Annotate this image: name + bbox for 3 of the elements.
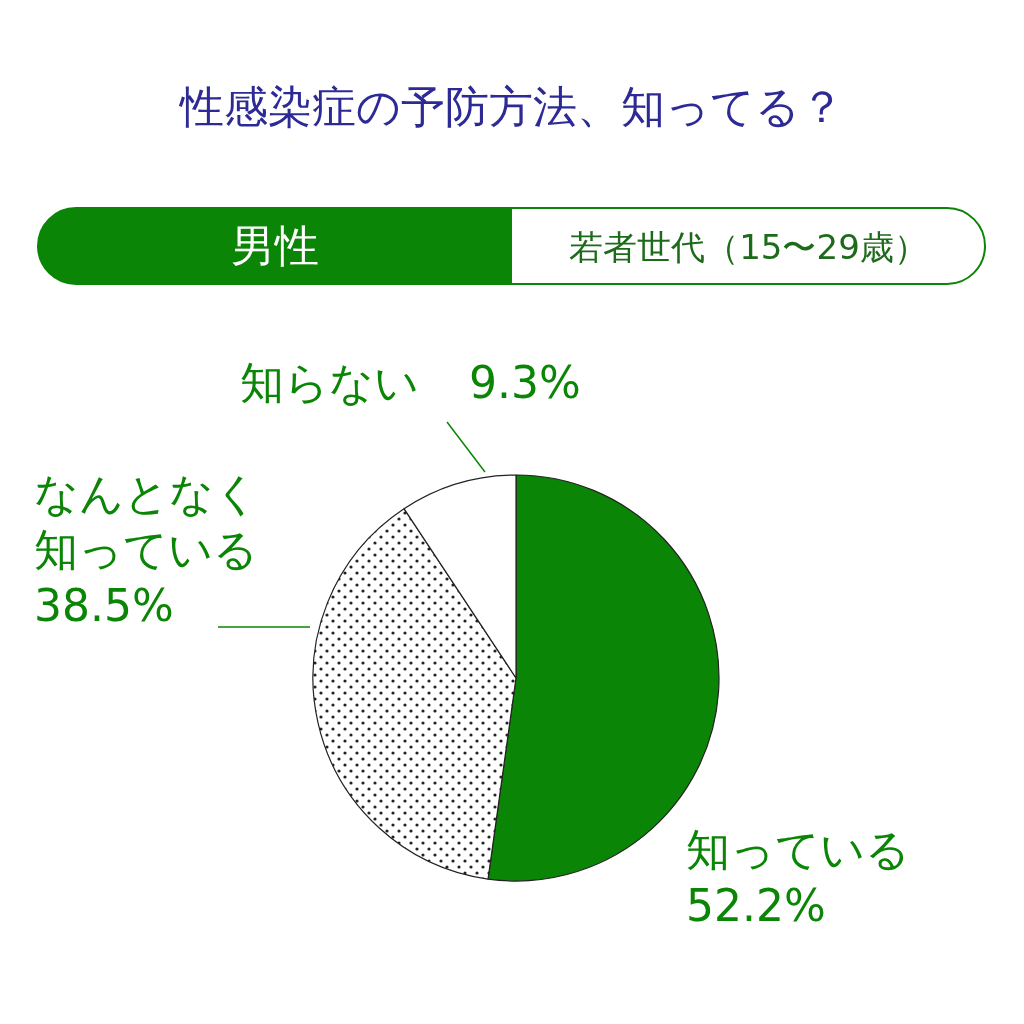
- annotation: 若者世代（15〜29歳）: [568, 226, 929, 268]
- title: 性感染症の予防方法、知ってる？: [178, 80, 845, 134]
- subtitle: 男性: [230, 220, 320, 272]
